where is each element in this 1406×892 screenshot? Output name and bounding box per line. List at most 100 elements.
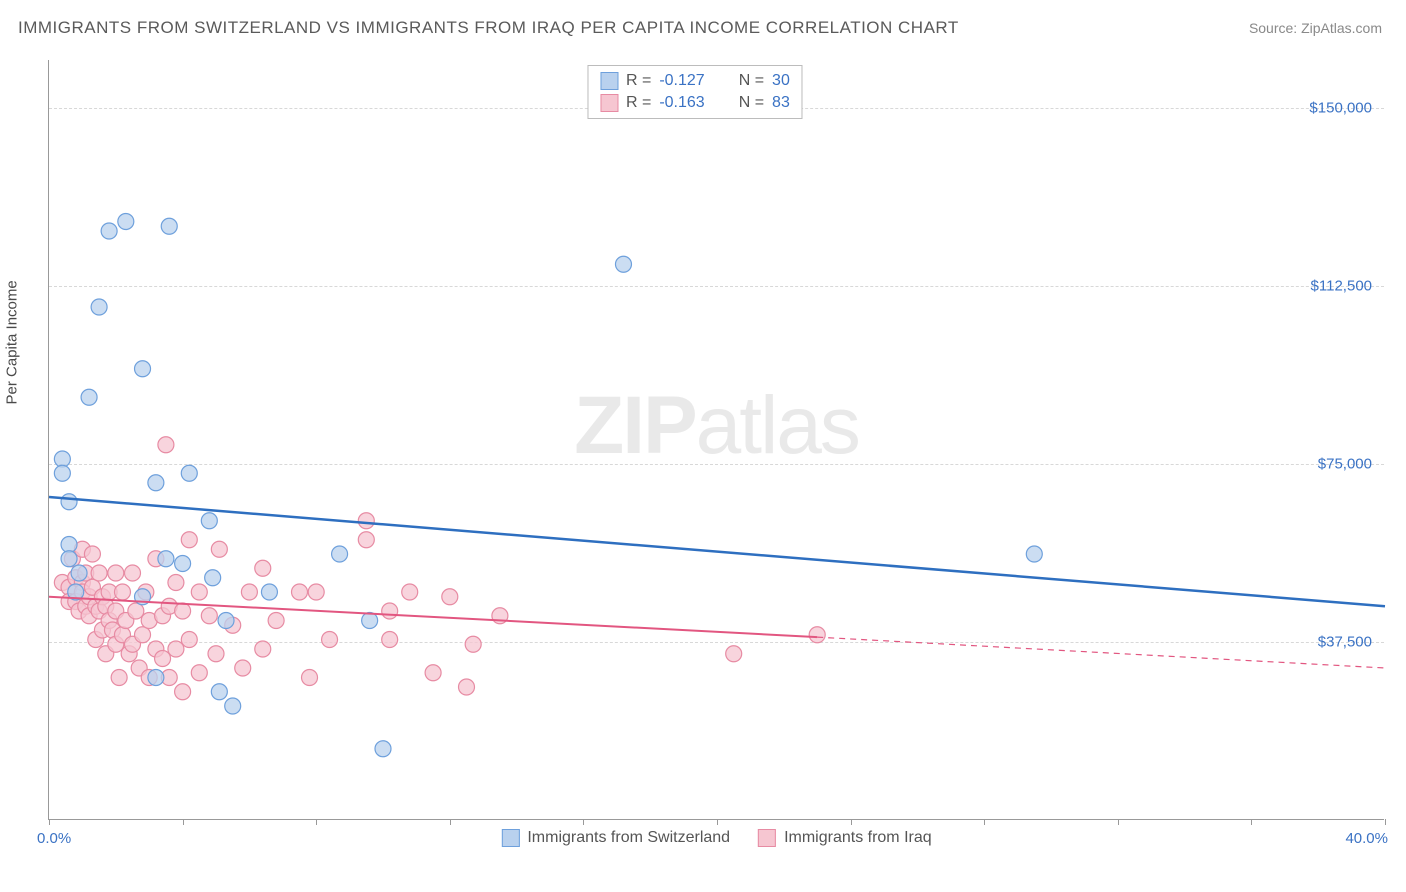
scatter-point xyxy=(382,603,398,619)
plot-area: ZIPatlas $37,500$75,000$112,500$150,000 … xyxy=(48,60,1384,820)
scatter-point xyxy=(235,660,251,676)
scatter-point xyxy=(168,641,184,657)
scatter-point xyxy=(241,584,257,600)
scatter-point xyxy=(615,256,631,272)
scatter-point xyxy=(332,546,348,562)
x-axis-max-label: 40.0% xyxy=(1345,830,1388,847)
stat-r-label: R = xyxy=(626,94,651,112)
scatter-point xyxy=(91,565,107,581)
x-tick xyxy=(851,819,852,825)
scatter-point xyxy=(135,627,151,643)
scatter-point xyxy=(465,636,481,652)
stat-n-value: 83 xyxy=(772,94,790,112)
scatter-point xyxy=(292,584,308,600)
scatter-point xyxy=(148,475,164,491)
scatter-point xyxy=(84,546,100,562)
scatter-point xyxy=(358,532,374,548)
scatter-point xyxy=(308,584,324,600)
x-tick xyxy=(1118,819,1119,825)
series-legend-item: Immigrants from Switzerland xyxy=(501,829,730,847)
scatter-point xyxy=(175,684,191,700)
series-legend-label: Immigrants from Switzerland xyxy=(527,829,730,847)
trend-line-extrapolated xyxy=(817,637,1385,668)
legend-swatch xyxy=(501,829,519,847)
scatter-point xyxy=(181,465,197,481)
scatter-point xyxy=(322,632,338,648)
stat-n-label: N = xyxy=(739,94,764,112)
scatter-point xyxy=(101,223,117,239)
x-tick xyxy=(183,819,184,825)
legend-swatch xyxy=(600,94,618,112)
scatter-point xyxy=(181,532,197,548)
x-axis-min-label: 0.0% xyxy=(37,830,71,847)
scatter-point xyxy=(302,670,318,686)
scatter-point xyxy=(158,551,174,567)
scatter-point xyxy=(135,361,151,377)
scatter-point xyxy=(191,665,207,681)
stat-r-value: -0.127 xyxy=(659,72,704,90)
scatter-point xyxy=(201,608,217,624)
scatter-point xyxy=(261,584,277,600)
scatter-point xyxy=(1026,546,1042,562)
series-legend-label: Immigrants from Iraq xyxy=(784,829,932,847)
stats-legend: R =-0.127N =30R =-0.163N =83 xyxy=(587,65,803,119)
x-tick xyxy=(450,819,451,825)
scatter-point xyxy=(71,565,87,581)
scatter-point xyxy=(175,556,191,572)
chart-title: IMMIGRANTS FROM SWITZERLAND VS IMMIGRANT… xyxy=(18,18,959,38)
y-axis-label: Per Capita Income xyxy=(4,280,21,404)
scatter-point xyxy=(81,389,97,405)
scatter-point xyxy=(211,541,227,557)
scatter-point xyxy=(809,627,825,643)
source-attribution: Source: ZipAtlas.com xyxy=(1249,20,1382,36)
scatter-point xyxy=(201,513,217,529)
chart-container: IMMIGRANTS FROM SWITZERLAND VS IMMIGRANT… xyxy=(0,0,1406,892)
scatter-point xyxy=(191,584,207,600)
scatter-point xyxy=(211,684,227,700)
scatter-plot-svg xyxy=(49,60,1384,819)
scatter-point xyxy=(61,537,77,553)
stat-r-label: R = xyxy=(626,72,651,90)
x-tick xyxy=(1385,819,1386,825)
series-legend: Immigrants from Switzerland Immigrants fr… xyxy=(501,829,931,847)
scatter-point xyxy=(255,560,271,576)
x-tick xyxy=(583,819,584,825)
scatter-point xyxy=(118,214,134,230)
x-tick xyxy=(1251,819,1252,825)
scatter-point xyxy=(91,299,107,315)
scatter-point xyxy=(181,632,197,648)
scatter-point xyxy=(148,670,164,686)
scatter-point xyxy=(358,513,374,529)
x-tick xyxy=(717,819,718,825)
scatter-point xyxy=(382,632,398,648)
x-tick xyxy=(984,819,985,825)
scatter-point xyxy=(161,218,177,234)
scatter-point xyxy=(726,646,742,662)
scatter-point xyxy=(61,494,77,510)
scatter-point xyxy=(362,613,378,629)
scatter-point xyxy=(155,651,171,667)
scatter-point xyxy=(218,613,234,629)
scatter-point xyxy=(442,589,458,605)
scatter-point xyxy=(125,565,141,581)
series-legend-item: Immigrants from Iraq xyxy=(758,829,932,847)
scatter-point xyxy=(111,670,127,686)
stats-legend-row: R = -0.163 N = 83 xyxy=(600,92,790,114)
scatter-point xyxy=(54,465,70,481)
scatter-point xyxy=(128,603,144,619)
scatter-point xyxy=(54,451,70,467)
scatter-point xyxy=(459,679,475,695)
scatter-point xyxy=(425,665,441,681)
scatter-point xyxy=(61,551,77,567)
scatter-point xyxy=(108,565,124,581)
scatter-point xyxy=(205,570,221,586)
scatter-point xyxy=(268,613,284,629)
scatter-point xyxy=(402,584,418,600)
scatter-point xyxy=(255,641,271,657)
stat-n-label: N = xyxy=(739,72,764,90)
stat-r-value: -0.163 xyxy=(659,94,704,112)
scatter-point xyxy=(175,603,191,619)
scatter-point xyxy=(208,646,224,662)
stats-legend-row: R =-0.127N =30 xyxy=(600,70,790,92)
x-tick xyxy=(49,819,50,825)
